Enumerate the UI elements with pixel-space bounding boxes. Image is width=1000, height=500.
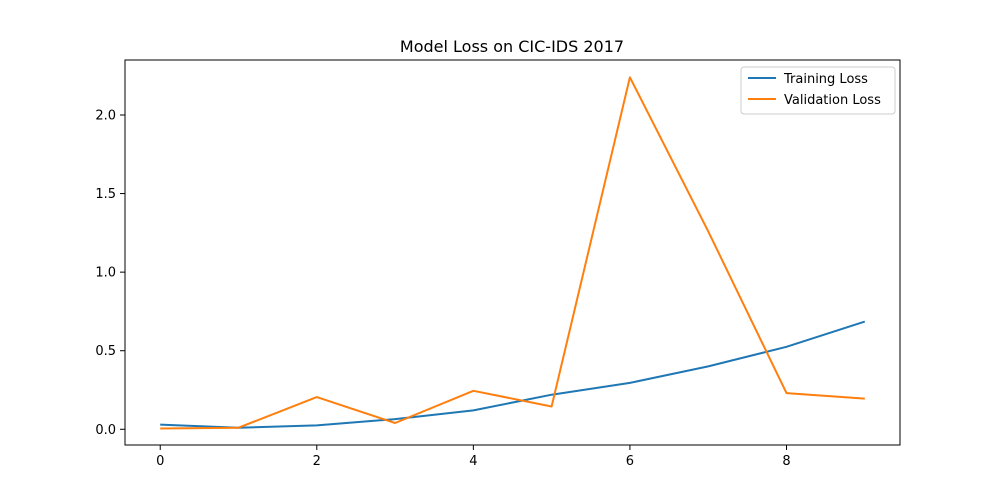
series-line-validation-loss bbox=[160, 76, 865, 430]
legend: Training Loss Validation Loss bbox=[740, 66, 896, 115]
y-tick-label: 0.0 bbox=[95, 423, 116, 438]
y-axis: 0.0 0.5 1.0 1.5 2.0 bbox=[95, 109, 125, 438]
legend-label-validation-loss: Validation Loss bbox=[784, 93, 881, 108]
legend-box bbox=[740, 66, 896, 115]
y-tick-label: 0.5 bbox=[95, 344, 116, 359]
y-tick-label: 2.0 bbox=[95, 109, 116, 124]
x-tick-label: 4 bbox=[469, 454, 477, 469]
legend-label-training-loss: Training Loss bbox=[783, 72, 868, 87]
x-tick-label: 6 bbox=[626, 454, 634, 469]
x-axis: 0 2 4 6 8 bbox=[156, 445, 791, 469]
series-line-training-loss bbox=[160, 320, 866, 429]
x-tick-label: 8 bbox=[782, 454, 790, 469]
chart-title: Model Loss on CIC-IDS 2017 bbox=[400, 37, 624, 56]
x-tick-label: 0 bbox=[156, 454, 164, 469]
plot-area-frame bbox=[124, 59, 901, 446]
series-lines bbox=[160, 76, 866, 430]
y-tick-label: 1.5 bbox=[95, 187, 116, 202]
x-tick-label: 2 bbox=[313, 454, 321, 469]
y-tick-label: 1.0 bbox=[95, 266, 116, 281]
